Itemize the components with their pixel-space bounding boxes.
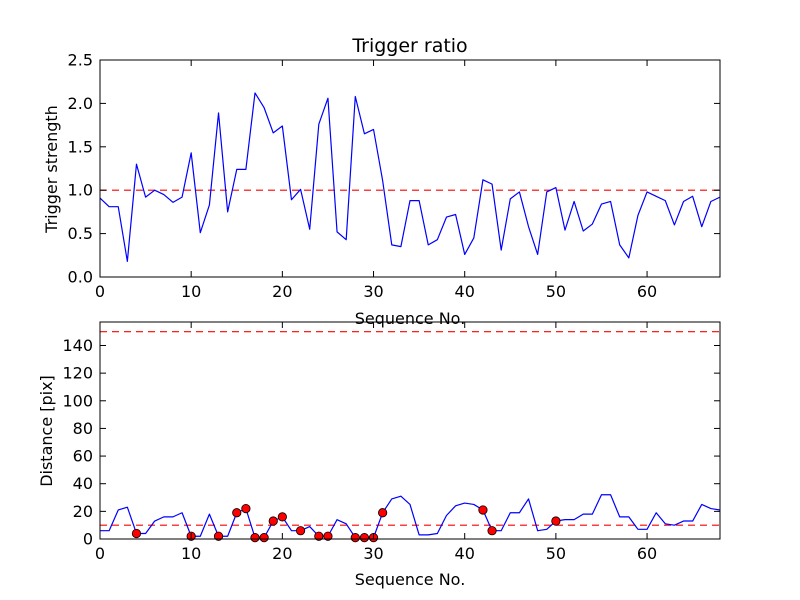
0-top-series-line-0 xyxy=(99,92,721,262)
bottom-y-axis-label: Distance [pix] xyxy=(37,375,56,487)
1-bottom-marker-point xyxy=(487,526,497,536)
1-bottom-y-tick-label: 20 xyxy=(73,502,93,521)
1-bottom-marker-point xyxy=(213,531,224,541)
1-bottom-y-tick-label: 0 xyxy=(83,530,93,549)
0-top-x-tick-label: 0 xyxy=(95,282,105,301)
1-bottom-marker-point xyxy=(295,526,306,536)
1-bottom-series-line-0 xyxy=(100,494,721,539)
1-bottom-y-tick-label: 60 xyxy=(73,447,93,466)
top-chart-title: Trigger ratio xyxy=(351,35,467,57)
0-top-y-tick-label: 1.5 xyxy=(68,137,93,156)
1-bottom-marker-point xyxy=(241,503,251,514)
1-bottom-marker-point xyxy=(551,516,561,526)
0-top-y-tick-label: 2.0 xyxy=(68,94,93,113)
bottom-plot-area: 0 10 20 30 40 50 60 0 20 40 60 80 100 120 140 xyxy=(62,321,721,563)
top-plot-area: 0 10 20 30 40 50 60 0.0 0.5 1.0 1.5 2.0 2.5 xyxy=(68,51,721,301)
1-bottom-x-tick-label: 20 xyxy=(272,544,292,563)
0-top-x-tick-label: 30 xyxy=(363,282,383,301)
0-top-y-tick-label: 2.5 xyxy=(68,51,93,70)
1-bottom-marker-point xyxy=(323,531,333,541)
1-bottom-y-tick-label: 120 xyxy=(62,364,93,383)
1-bottom-x-tick-label: 30 xyxy=(363,544,383,563)
0-top-x-tick-label: 50 xyxy=(546,282,566,301)
0-top-x-tick-label: 40 xyxy=(455,282,475,301)
1-bottom-marker-point xyxy=(478,505,488,515)
1-bottom-y-tick-label: 40 xyxy=(73,474,93,493)
bottom-panel: 0 10 20 30 40 50 60 0 20 40 60 80 100 120 140 Sequence… xyxy=(37,321,721,589)
1-bottom-marker-point xyxy=(259,533,269,543)
top-x-axis-label: Sequence No. xyxy=(355,309,466,328)
0-top-y-tick-label: 0.5 xyxy=(68,224,93,243)
1-bottom-marker-point xyxy=(378,508,388,518)
0-top-y-tick-label: 1.0 xyxy=(68,181,93,200)
1-bottom-x-tick-label: 40 xyxy=(455,544,475,563)
top-y-axis-label: Trigger strength xyxy=(42,105,61,234)
1-bottom-y-tick-label: 100 xyxy=(62,391,93,410)
1-bottom-marker-point xyxy=(131,528,142,539)
1-bottom-plot-frame xyxy=(99,321,721,540)
1-bottom-marker-point xyxy=(277,512,287,522)
1-bottom-y-tick-label: 140 xyxy=(62,336,93,355)
bottom-x-axis-label: Sequence No. xyxy=(355,570,466,589)
1-bottom-marker-point xyxy=(314,531,324,541)
0-top-y-tick-label: 0.0 xyxy=(68,268,93,287)
1-bottom-marker-point xyxy=(232,508,242,518)
1-bottom-marker-point xyxy=(250,533,260,543)
1-bottom-marker-point xyxy=(350,533,360,543)
0-top-x-tick-label: 60 xyxy=(637,282,657,301)
1-bottom-x-tick-label: 50 xyxy=(546,544,566,563)
1-bottom-y-tick-label: 80 xyxy=(73,419,93,438)
1-bottom-marker-point xyxy=(359,533,370,543)
1-bottom-x-tick-label: 60 xyxy=(637,544,657,563)
1-bottom-marker-point xyxy=(268,516,278,526)
1-bottom-x-tick-label: 10 xyxy=(181,544,201,563)
0-top-x-tick-label: 20 xyxy=(272,282,292,301)
0-top-plot-frame xyxy=(99,59,721,278)
top-panel: Trigger ratio 0 10 20 30 40 50 60 0.0 0.5 1.0 1.5 2… xyxy=(42,35,721,328)
0-top-x-tick-label: 10 xyxy=(181,282,201,301)
1-bottom-x-tick-label: 0 xyxy=(95,544,105,563)
